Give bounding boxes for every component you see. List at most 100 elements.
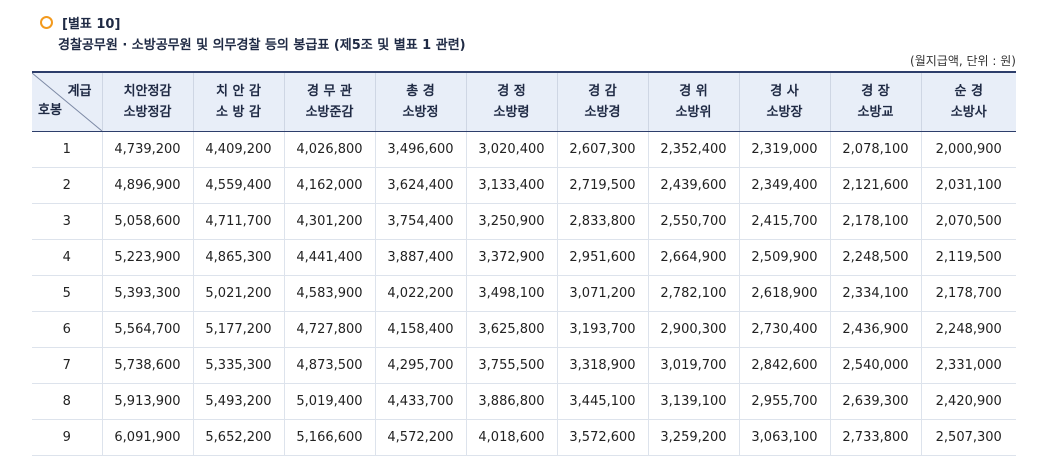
table-row: 9 6,091,900 5,652,200 5,166,600 4,572,200 4,0… [32, 419, 1016, 456]
salary-cell: 4,022,200 [374, 275, 466, 312]
salary-cell: 2,618,900 [738, 275, 830, 312]
salary-cell: 4,158,400 [374, 311, 466, 348]
step-number-cell: 1 [32, 131, 102, 168]
salary-cell: 2,319,000 [738, 131, 830, 168]
salary-cell: 3,887,400 [374, 239, 466, 276]
table-row: 5 5,393,300 5,021,200 4,583,900 4,022,200 3,4… [32, 275, 1016, 312]
rank-fire-label: 소 방 감 [216, 105, 261, 120]
salary-cell: 5,223,900 [101, 239, 193, 276]
salary-cell: 2,070,500 [920, 203, 1016, 240]
rank-police-label: 경 감 [588, 84, 617, 99]
rank-police-label: 치 안 감 [216, 84, 261, 99]
salary-cell: 3,318,900 [556, 347, 648, 384]
salary-cell: 5,335,300 [192, 347, 284, 384]
header-rank-cell: 치안정감 소방정감 [101, 71, 193, 132]
salary-cell: 3,020,400 [465, 131, 557, 168]
salary-cell: 2,352,400 [647, 131, 739, 168]
salary-cell: 3,624,400 [374, 167, 466, 204]
salary-cell: 5,913,900 [101, 383, 193, 420]
salary-cell: 5,166,600 [283, 419, 375, 456]
salary-cell: 2,000,900 [920, 131, 1016, 168]
diagonal-divider [32, 73, 102, 131]
salary-cell: 3,498,100 [465, 275, 557, 312]
salary-cell: 2,121,600 [829, 167, 921, 204]
salary-cell: 2,331,000 [920, 347, 1016, 384]
salary-cell: 2,439,600 [647, 167, 739, 204]
rank-police-label: 총 경 [406, 84, 435, 99]
salary-cell: 5,177,200 [192, 311, 284, 348]
salary-cell: 3,071,200 [556, 275, 648, 312]
step-number-cell: 8 [32, 383, 102, 420]
salary-cell: 2,119,500 [920, 239, 1016, 276]
rank-fire-label: 소방령 [493, 105, 530, 120]
salary-cell: 2,951,600 [556, 239, 648, 276]
salary-cell: 5,652,200 [192, 419, 284, 456]
salary-cell: 2,420,900 [920, 383, 1016, 420]
step-number-cell: 9 [32, 419, 102, 456]
salary-cell: 2,782,100 [647, 275, 739, 312]
salary-cell: 2,349,400 [738, 167, 830, 204]
salary-cell: 4,583,900 [283, 275, 375, 312]
unit-note: (월지급액, 단위 : 원) [910, 54, 1016, 68]
table-row: 1 4,739,200 4,409,200 4,026,800 3,496,600 3,0… [32, 131, 1016, 168]
salary-cell: 3,886,800 [465, 383, 557, 420]
rank-police-label: 경 정 [497, 84, 526, 99]
salary-cell: 3,625,800 [465, 311, 557, 348]
salary-cell: 4,873,500 [283, 347, 375, 384]
step-number-cell: 7 [32, 347, 102, 384]
corner-label-rank: 계급 [67, 84, 92, 99]
salary-cell: 3,445,100 [556, 383, 648, 420]
salary-cell: 2,178,700 [920, 275, 1016, 312]
salary-cell: 4,559,400 [192, 167, 284, 204]
salary-cell: 2,415,700 [738, 203, 830, 240]
header-rank-cell: 경 위 소방위 [647, 71, 739, 132]
rank-fire-label: 소방교 [857, 105, 894, 120]
rank-fire-label: 소방정감 [123, 105, 172, 120]
salary-cell: 3,754,400 [374, 203, 466, 240]
appendix-label: [별표 10] [62, 17, 121, 32]
salary-cell: 2,178,100 [829, 203, 921, 240]
salary-cell: 2,833,800 [556, 203, 648, 240]
salary-cell: 4,409,200 [192, 131, 284, 168]
salary-cell: 4,026,800 [283, 131, 375, 168]
salary-cell: 5,564,700 [101, 311, 193, 348]
rank-fire-label: 소방정 [402, 105, 439, 120]
salary-cell: 3,372,900 [465, 239, 557, 276]
salary-cell: 5,019,400 [283, 383, 375, 420]
header-rank-cell: 경 무 관 소방준감 [283, 71, 375, 132]
salary-cell: 3,572,600 [556, 419, 648, 456]
bullet-circle-icon [40, 16, 53, 29]
salary-cell: 5,021,200 [192, 275, 284, 312]
salary-cell: 2,607,300 [556, 131, 648, 168]
salary-cell: 4,295,700 [374, 347, 466, 384]
salary-cell: 3,193,700 [556, 311, 648, 348]
salary-cell: 2,733,800 [829, 419, 921, 456]
salary-cell: 4,727,800 [283, 311, 375, 348]
step-number-cell: 5 [32, 275, 102, 312]
salary-cell: 5,393,300 [101, 275, 193, 312]
salary-cell: 3,259,200 [647, 419, 739, 456]
rank-fire-label: 소방사 [950, 105, 987, 120]
salary-cell: 2,248,500 [829, 239, 921, 276]
salary-cell: 4,018,600 [465, 419, 557, 456]
salary-cell: 2,334,100 [829, 275, 921, 312]
salary-cell: 4,301,200 [283, 203, 375, 240]
salary-cell: 2,509,900 [738, 239, 830, 276]
rank-fire-label: 소방위 [675, 105, 712, 120]
salary-cell: 2,900,300 [647, 311, 739, 348]
header-corner-cell: 계급 호봉 [32, 71, 102, 132]
table-row: 6 5,564,700 5,177,200 4,727,800 4,158,400 3,6… [32, 311, 1016, 348]
rank-police-label: 경 무 관 [307, 84, 352, 99]
salary-cell: 2,078,100 [829, 131, 921, 168]
rank-fire-label: 소방장 [766, 105, 803, 120]
salary-cell: 2,719,500 [556, 167, 648, 204]
salary-cell: 5,493,200 [192, 383, 284, 420]
rank-fire-label: 소방경 [584, 105, 621, 120]
table-row: 3 5,058,600 4,711,700 4,301,200 3,754,400 3,2… [32, 203, 1016, 240]
header-rank-cell: 경 장 소방교 [829, 71, 921, 132]
step-number-cell: 3 [32, 203, 102, 240]
salary-cell: 3,755,500 [465, 347, 557, 384]
